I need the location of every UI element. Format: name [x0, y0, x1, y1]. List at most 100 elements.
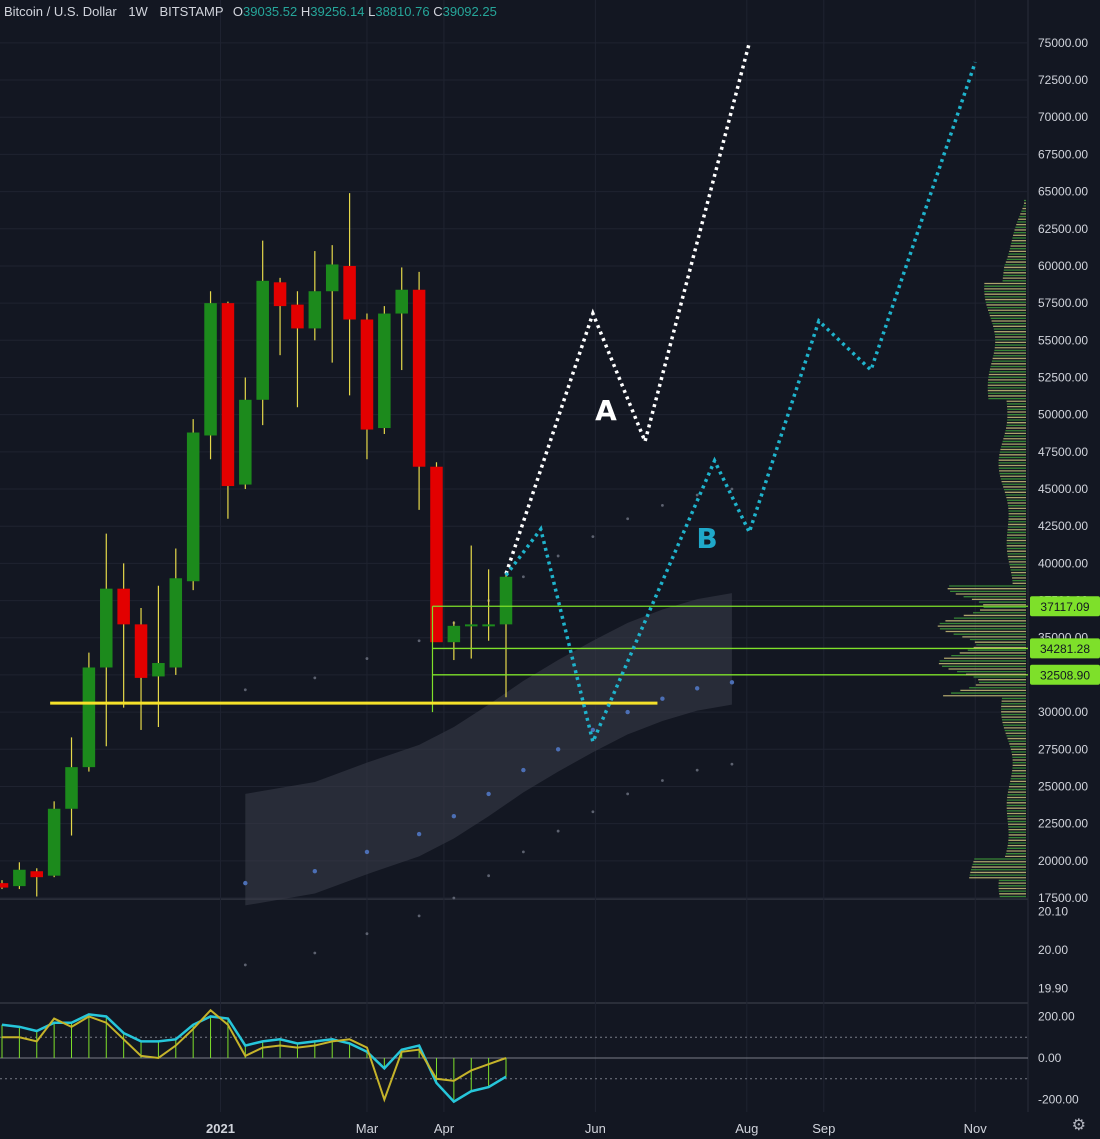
candle-body — [395, 289, 408, 314]
envelope-dot — [487, 874, 491, 878]
ohlc-low-value: 38810.76 — [375, 4, 430, 19]
level-label: 37117.09 — [1040, 600, 1089, 614]
candle-body — [65, 767, 78, 809]
ohlc-high-value: 39256.14 — [310, 4, 365, 19]
price-axis-label: 27500.00 — [1038, 742, 1088, 756]
price-axis-label: 60000.00 — [1038, 259, 1088, 273]
time-axis-label: Sep — [812, 1121, 835, 1136]
envelope-dot — [626, 792, 630, 796]
interval-label: 1W — [128, 4, 148, 19]
envelope-dot — [243, 688, 247, 692]
envelope-dot — [313, 676, 317, 680]
candle-body — [360, 319, 374, 430]
envelope-dot — [661, 779, 664, 782]
candle-body — [239, 399, 252, 485]
price-axis-label: 50000.00 — [1038, 408, 1088, 422]
ma-dot — [451, 814, 457, 819]
level-tag — [1030, 664, 1100, 685]
price-axis-label: 72500.00 — [1038, 73, 1088, 87]
price-axis-label: 75000.00 — [1038, 36, 1088, 50]
time-axis-label: Jun — [585, 1121, 606, 1136]
ohlc-close-value: 39092.25 — [442, 4, 497, 19]
envelope-dot — [695, 493, 699, 497]
candle-body — [117, 588, 130, 625]
envelope-dot — [417, 914, 421, 918]
envelope-dot — [452, 896, 456, 900]
envelope-dot — [365, 932, 369, 936]
level-tag — [1030, 596, 1100, 617]
symbol-title: Bitcoin / U.S. Dollar — [4, 4, 117, 19]
level-tag — [1030, 638, 1100, 659]
projection-label-a: A — [595, 394, 617, 427]
candle-body — [204, 303, 217, 436]
price-axis-label: 20000.00 — [1038, 854, 1088, 868]
price-axis-label: 17500.00 — [1038, 891, 1088, 905]
osc-axis-label: -200.00 — [1038, 1093, 1079, 1107]
ma-dot — [243, 880, 248, 886]
ohlc-close-key: C — [433, 4, 443, 19]
exchange-label: BITSTAMP — [159, 4, 224, 19]
ma-dot — [486, 791, 491, 797]
envelope-dot — [417, 639, 421, 643]
envelope-dot — [591, 535, 595, 539]
envelope-dot — [521, 850, 525, 854]
envelope-dot — [313, 951, 317, 955]
ohlc-open-key: O — [232, 4, 244, 19]
ma-dot — [729, 680, 735, 685]
ma-dot — [625, 709, 630, 715]
mid-axis-label: 20.10 — [1038, 905, 1068, 919]
projection-path-b — [504, 61, 977, 748]
candle-body — [499, 576, 513, 625]
candle-body — [325, 264, 339, 292]
envelope-dot — [730, 487, 734, 491]
candle-body — [13, 869, 26, 887]
ma-dot — [660, 696, 665, 701]
ma-dot — [312, 869, 318, 874]
ma-dot — [416, 831, 422, 837]
candle-body — [430, 466, 443, 643]
candle-body — [412, 289, 426, 467]
candle-body — [256, 280, 269, 400]
candle-body — [464, 624, 478, 627]
time-axis-label: Nov — [964, 1121, 988, 1136]
envelope-dot — [730, 762, 734, 766]
candle-body — [82, 667, 96, 768]
candle-body — [169, 578, 183, 668]
candle-body — [152, 663, 165, 677]
candle-body — [100, 588, 113, 668]
osc-axis-label: 200.00 — [1038, 1009, 1075, 1023]
osc-series-line — [1, 1013, 507, 1104]
candle-body — [447, 625, 461, 643]
price-axis-label: 70000.00 — [1038, 110, 1088, 124]
price-axis-label: 55000.00 — [1038, 333, 1088, 347]
envelope-dot — [556, 554, 560, 558]
ma-dot — [590, 727, 596, 733]
time-axis-label: Apr — [434, 1121, 455, 1136]
projection-label-b: B — [696, 522, 717, 555]
osc-series-line — [2, 1008, 507, 1103]
level-label: 34281.28 — [1040, 642, 1090, 656]
price-axis-label: 42500.00 — [1038, 519, 1088, 533]
envelope-dot — [626, 517, 630, 521]
candle-body — [186, 432, 200, 582]
ohlc-low-key: L — [368, 4, 376, 19]
mid-axis-label: 20.00 — [1038, 943, 1068, 957]
pane-separator — [0, 1002, 1028, 1004]
price-axis-label: 57500.00 — [1038, 296, 1088, 310]
candle-body — [273, 282, 287, 307]
candle-body — [378, 313, 391, 429]
candle-body — [47, 808, 61, 876]
price-axis-label: 52500.00 — [1038, 370, 1088, 384]
osc-axis-label: 0.00 — [1038, 1051, 1062, 1065]
level-label: 32508.90 — [1040, 668, 1090, 682]
projection-path-a — [504, 42, 752, 575]
ma-dot — [555, 747, 561, 752]
candle-body — [0, 883, 9, 888]
candle-body — [343, 265, 356, 320]
ma-dot — [364, 849, 370, 855]
chart-header: Bitcoin / U.S. Dollar 1W BITSTAMP O39035… — [4, 4, 497, 19]
time-axis-label: Aug — [735, 1121, 758, 1136]
gear-icon[interactable]: ⚙ — [1071, 1117, 1086, 1134]
ohlc-high-key: H — [300, 4, 311, 19]
